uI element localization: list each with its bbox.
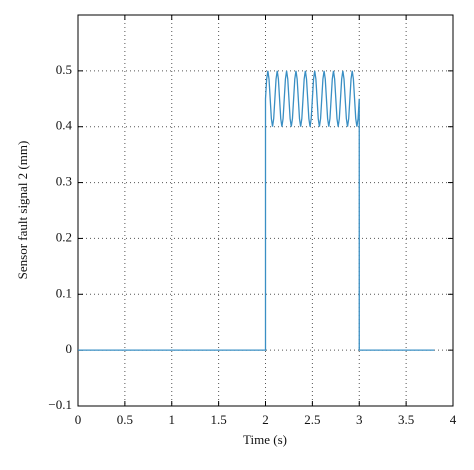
x-tick-label: 2 [262, 412, 269, 427]
y-tick-label: 0.3 [56, 174, 72, 189]
y-tick-label: 0.5 [56, 62, 72, 77]
x-tick-label: 4 [450, 412, 457, 427]
x-tick-label: 0.5 [117, 412, 133, 427]
y-axis-label: Sensor fault signal 2 (mm) [15, 141, 30, 280]
plot-frame [77, 14, 454, 407]
x-tick-label: 1 [169, 412, 176, 427]
x-tick-label: 3.5 [398, 412, 414, 427]
x-axis-label: Time (s) [243, 432, 287, 447]
y-tick-label: 0.1 [56, 285, 72, 300]
y-tick-label: 0.2 [56, 229, 72, 244]
y-tick-label: 0 [66, 341, 73, 356]
x-tick-label: 1.5 [211, 412, 227, 427]
x-tick-label: 3 [356, 412, 363, 427]
x-tick-label: 2.5 [304, 412, 320, 427]
y-tick-label: −0.1 [48, 397, 72, 412]
x-tick-label: 0 [75, 412, 82, 427]
data-line [78, 70, 435, 351]
y-tick-label: 0.4 [56, 118, 73, 133]
